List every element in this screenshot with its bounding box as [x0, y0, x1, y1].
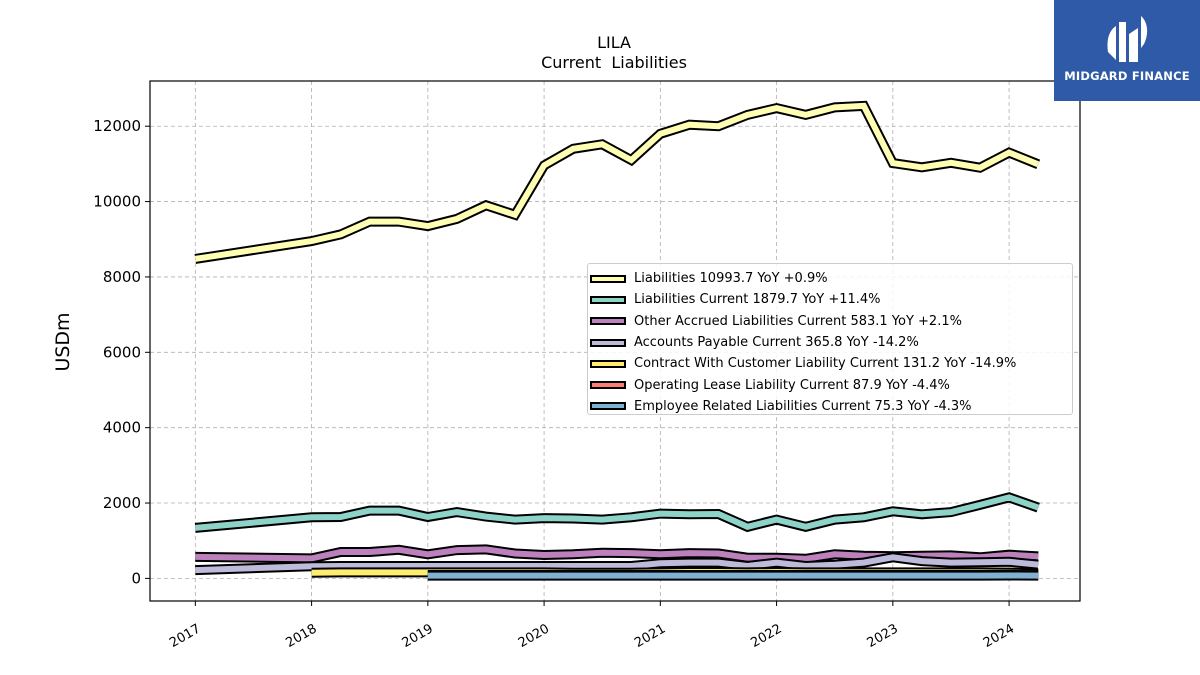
y-axis-label: USDm — [52, 312, 74, 371]
legend-label: Contract With Customer Liability Current… — [634, 356, 1017, 372]
legend-swatch — [590, 381, 626, 390]
series-layer — [194, 100, 1041, 581]
y-tick-label: 10000 — [93, 193, 141, 211]
legend-item: Contract With Customer Liability Current… — [588, 353, 1072, 374]
chart-subtitle: Current Liabilities — [541, 53, 687, 72]
y-tick-label: 2000 — [103, 494, 141, 512]
x-tick-label: 2020 — [516, 621, 552, 651]
legend-swatch — [590, 359, 626, 368]
series-line — [195, 494, 1040, 531]
x-tick-label: 2024 — [981, 621, 1017, 651]
y-tick-label: 8000 — [103, 268, 141, 286]
legend-item: Liabilities 10993.7 YoY +0.9% — [588, 268, 1072, 289]
legend-label: Other Accrued Liabilities Current 583.1 … — [634, 313, 962, 329]
x-tick-label: 2017 — [167, 621, 203, 651]
series-line — [195, 554, 1039, 574]
series-liabilities — [194, 100, 1041, 264]
y-tick-label: 12000 — [93, 117, 141, 135]
x-tick-label: 2018 — [283, 621, 319, 651]
legend-item: Accounts Payable Current 365.8 YoY -14.2… — [588, 332, 1072, 353]
brand-name: MIDGARD FINANCE — [1064, 69, 1190, 83]
y-tick-label: 0 — [131, 569, 141, 587]
legend: Liabilities 10993.7 YoY +0.9% Liabilities… — [587, 263, 1073, 415]
y-tick-label: 6000 — [103, 343, 141, 361]
plot-frame — [149, 80, 1081, 602]
legend-label: Accounts Payable Current 365.8 YoY -14.2… — [634, 335, 919, 351]
series-accounts-payable-current — [195, 552, 1039, 576]
x-tick-label: 2022 — [748, 621, 784, 651]
series-line — [194, 102, 1040, 262]
legend-label: Employee Related Liabilities Current 75.… — [634, 398, 972, 414]
legend-swatch — [590, 317, 626, 326]
legend-label: Liabilities Current 1879.7 YoY +11.4% — [634, 292, 881, 308]
legend-label: Operating Lease Liability Current 87.9 Y… — [634, 377, 950, 393]
legend-item: Employee Related Liabilities Current 75.… — [588, 396, 1072, 417]
legend-swatch — [590, 274, 626, 283]
brand-logo: MIDGARD FINANCE — [1054, 0, 1200, 101]
legend-item: Operating Lease Liability Current 87.9 Y… — [588, 374, 1072, 395]
series-liabilities-current — [194, 492, 1040, 533]
legend-item: Liabilities Current 1879.7 YoY +11.4% — [588, 289, 1072, 310]
x-tick-label: 2021 — [632, 621, 668, 651]
legend-swatch — [590, 295, 626, 304]
legend-label: Liabilities 10993.7 YoY +0.9% — [634, 271, 828, 287]
brand-mark-icon — [1107, 16, 1148, 62]
y-tick-label: 4000 — [103, 419, 141, 437]
x-tick-label: 2023 — [865, 621, 901, 651]
legend-item: Other Accrued Liabilities Current 583.1 … — [588, 311, 1072, 332]
chart-title: LILA — [597, 33, 631, 52]
legend-swatch — [590, 402, 626, 411]
x-tick-label: 2019 — [400, 621, 436, 651]
legend-swatch — [590, 338, 626, 347]
